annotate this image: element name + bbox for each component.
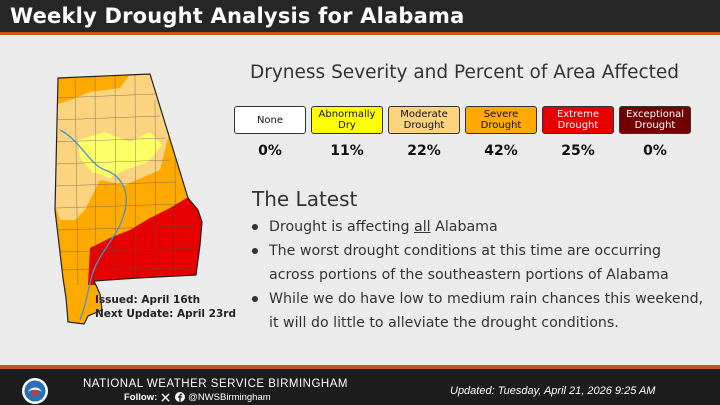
- latest-bullet-list: Drought is affecting all Alabama The wor…: [252, 215, 707, 335]
- legend-percent: 42%: [484, 143, 518, 159]
- issue-info: Issued: April 16th Next Update: April 23…: [95, 293, 236, 321]
- legend-percent: 22%: [407, 143, 441, 159]
- legend-label-line2: Dry: [338, 120, 356, 131]
- legend-label-line1: Abnormally: [318, 109, 376, 120]
- follow-label: Follow:: [124, 392, 158, 403]
- legend-item-moderate-drought: Moderate Drought 22%: [388, 106, 460, 159]
- severity-legend: None 0% Abnormally Dry 11% Moderate Drough…: [234, 106, 694, 162]
- legend-heading: Dryness Severity and Percent of Area Aff…: [250, 62, 680, 83]
- legend-label-line1: None: [256, 114, 284, 126]
- legend-label-line1: Severe: [483, 109, 519, 120]
- next-update-date: Next Update: April 23rd: [95, 308, 236, 320]
- latest-heading: The Latest: [252, 187, 358, 211]
- social-handle[interactable]: @NWSBirmingham: [188, 392, 271, 403]
- legend-swatch: None: [234, 106, 306, 134]
- nws-logo: [22, 378, 48, 404]
- footer-bar: NATIONAL WEATHER SERVICE BIRMINGHAM Foll…: [0, 365, 720, 405]
- bullet-text: Alabama: [430, 219, 498, 235]
- county-lines: [55, 74, 201, 286]
- legend-item-severe-drought: Severe Drought 42%: [465, 106, 537, 159]
- bullet-text: Drought is affecting: [269, 219, 415, 235]
- page-title: Weekly Drought Analysis for Alabama: [10, 4, 465, 28]
- bullet-dot-icon: [252, 224, 258, 230]
- extreme-drought-region: [88, 196, 202, 285]
- legend-label-line2: Drought: [403, 120, 445, 131]
- facebook-icon[interactable]: [174, 392, 185, 403]
- bullet-text: The worst drought conditions at this tim…: [269, 243, 669, 283]
- legend-item-extreme-drought: Extreme Drought 25%: [542, 106, 614, 159]
- legend-swatch: Abnormally Dry: [311, 106, 383, 134]
- legend-label-line2: Drought: [634, 120, 676, 131]
- bullet-dot-icon: [252, 248, 258, 254]
- alabama-drought-map: [54, 73, 203, 325]
- legend-percent: 11%: [330, 143, 364, 159]
- social-follow: Follow: @NWSBirmingham: [124, 392, 271, 403]
- issued-date: Issued: April 16th: [95, 294, 201, 306]
- legend-label-line2: Drought: [557, 120, 599, 131]
- legend-item-none: None 0%: [234, 106, 306, 159]
- legend-label-line1: Moderate: [400, 109, 448, 120]
- updated-timestamp: Updated: Tuesday, April 21, 2026 9:25 AM: [450, 385, 656, 397]
- legend-label-line2: Drought: [480, 120, 522, 131]
- bullet-text: While we do have low to medium rain chan…: [269, 291, 704, 331]
- legend-swatch: Moderate Drought: [388, 106, 460, 134]
- legend-item-exceptional-drought: Exceptional Drought 0%: [619, 106, 691, 159]
- title-bar: Weekly Drought Analysis for Alabama: [0, 0, 720, 35]
- bullet-item: The worst drought conditions at this tim…: [252, 239, 707, 287]
- legend-label-line1: Extreme: [556, 109, 600, 120]
- legend-percent: 25%: [561, 143, 595, 159]
- legend-swatch: Exceptional Drought: [619, 106, 691, 134]
- legend-item-abnormally-dry: Abnormally Dry 11%: [311, 106, 383, 159]
- bullet-item: Drought is affecting all Alabama: [252, 215, 707, 239]
- bullet-dot-icon: [252, 296, 258, 302]
- organization-name: NATIONAL WEATHER SERVICE BIRMINGHAM: [83, 378, 348, 390]
- legend-label-line1: Exceptional: [625, 109, 685, 120]
- bullet-emphasis: all: [414, 219, 431, 235]
- x-icon[interactable]: [161, 393, 170, 402]
- legend-swatch: Extreme Drought: [542, 106, 614, 134]
- legend-percent: 0%: [643, 143, 667, 159]
- river: [59, 129, 127, 321]
- legend-percent: 0%: [258, 143, 282, 159]
- bullet-item: While we do have low to medium rain chan…: [252, 287, 707, 335]
- state-outline: [54, 73, 203, 325]
- legend-swatch: Severe Drought: [465, 106, 537, 134]
